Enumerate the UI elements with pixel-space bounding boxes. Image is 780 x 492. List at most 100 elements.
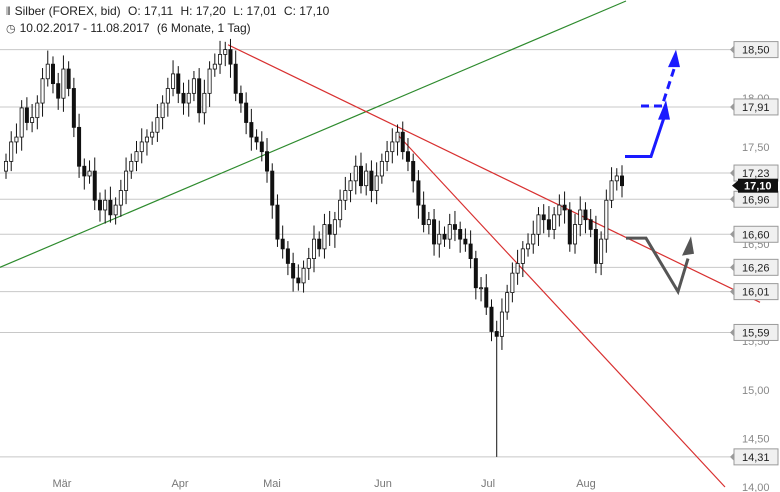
chart-header-period: ◷ 10.02.2017 - 11.08.2017 (6 Monate, 1 Ta… — [6, 21, 255, 35]
candle-down — [463, 238, 468, 245]
level-tag-label: 17,23 — [742, 168, 770, 180]
candle-up — [218, 54, 223, 65]
level-tag-pointer — [730, 328, 734, 337]
y-tick-label: 15,00 — [742, 385, 770, 397]
horizontal-levels — [0, 49, 736, 458]
x-axis: Mär Apr Mai Jun Jul Aug — [53, 478, 596, 490]
candle-up — [573, 224, 578, 245]
candle-up — [165, 88, 170, 104]
candle-down — [265, 151, 270, 172]
candle-down — [24, 107, 29, 123]
candle-up — [536, 214, 541, 235]
candle-up — [390, 141, 395, 153]
candle-up — [353, 165, 358, 182]
candle-down — [583, 209, 588, 221]
candle-down — [259, 141, 264, 153]
chart-header-quote: ⫴ Silber (FOREX, bid) O: 17,11 H: 17,20 L… — [6, 4, 333, 19]
candle-up — [223, 49, 228, 55]
candle-down — [82, 165, 87, 177]
blue-arrow-dashed-head — [668, 49, 680, 68]
candle-down — [541, 214, 546, 221]
candle-up — [61, 68, 66, 99]
candle-down — [442, 233, 447, 240]
gray-arrow-head — [682, 236, 694, 256]
candle-up — [322, 224, 327, 250]
candle-up — [191, 78, 196, 94]
level-tag-label: 17,91 — [742, 102, 770, 114]
candle-down — [197, 78, 202, 114]
trend-line-red-upper — [227, 44, 761, 303]
candle-up — [599, 238, 604, 264]
candle-up — [129, 160, 134, 172]
candle-down — [108, 199, 113, 216]
candle-up — [14, 136, 19, 143]
candle-up — [113, 204, 118, 216]
candle-down — [562, 204, 567, 211]
candle-up — [385, 151, 390, 162]
x-tick-label: Mai — [263, 478, 281, 490]
candle-down — [317, 238, 322, 250]
candle-up — [499, 311, 504, 337]
candle-down — [50, 63, 55, 85]
level-tag-pointer — [730, 230, 734, 239]
candle-down — [280, 238, 285, 250]
candle-up — [348, 180, 353, 191]
candle-down — [567, 209, 572, 245]
candle-down — [238, 92, 243, 104]
candle-down — [254, 136, 259, 143]
candle-down — [400, 131, 405, 153]
blue-arrow-dashed — [641, 68, 676, 108]
candle-up — [4, 160, 9, 172]
level-tag-pointer — [730, 263, 734, 272]
candle-down — [66, 68, 71, 89]
candle-down — [432, 219, 437, 245]
candle-down — [473, 258, 478, 289]
level-tag-pointer — [730, 45, 734, 54]
candle-down — [358, 165, 363, 187]
candle-up — [609, 180, 614, 201]
candle-down — [270, 170, 275, 206]
candle-up — [202, 92, 207, 114]
x-tick-label: Apr — [171, 478, 188, 490]
level-tag-pointer — [730, 169, 734, 178]
blue-arrow-solid — [625, 117, 666, 159]
candle-up — [139, 141, 144, 153]
candle-down — [275, 204, 280, 240]
candle-down — [92, 170, 97, 201]
candle-up — [155, 117, 160, 133]
candle-up — [520, 248, 525, 264]
candles — [4, 38, 625, 457]
candle-up — [9, 141, 14, 162]
candle-down — [176, 73, 181, 94]
candle-up — [171, 73, 176, 89]
x-tick-label: Jun — [374, 478, 392, 490]
candle-down — [546, 219, 551, 230]
level-tag-label: 14,31 — [742, 452, 770, 464]
candle-down — [405, 151, 410, 162]
clock-icon: ◷ — [6, 23, 16, 35]
level-tag-label: 16,96 — [742, 194, 770, 206]
candle-up — [19, 107, 24, 138]
candle-up — [332, 219, 337, 235]
blue-arrow-head — [658, 100, 670, 120]
candle-up — [552, 214, 557, 230]
candle-up — [505, 292, 510, 313]
candle-up — [515, 263, 520, 274]
level-tag-label: 15,59 — [742, 327, 770, 339]
level-tag-pointer — [730, 102, 734, 111]
candle-down — [411, 160, 416, 182]
candle-down — [327, 224, 332, 235]
candle-down — [97, 199, 102, 211]
candle-up — [604, 199, 609, 240]
candle-down — [489, 306, 494, 332]
candle-up — [144, 136, 149, 143]
candle-down — [468, 243, 473, 259]
candle-down — [296, 277, 301, 284]
y-tick-label: 14,00 — [742, 482, 770, 492]
trend-line-red-lower — [397, 134, 726, 488]
y-tick-label: 17,50 — [742, 142, 770, 154]
candle-down — [249, 122, 254, 138]
candle-down — [233, 63, 238, 94]
candle-up — [379, 160, 384, 177]
